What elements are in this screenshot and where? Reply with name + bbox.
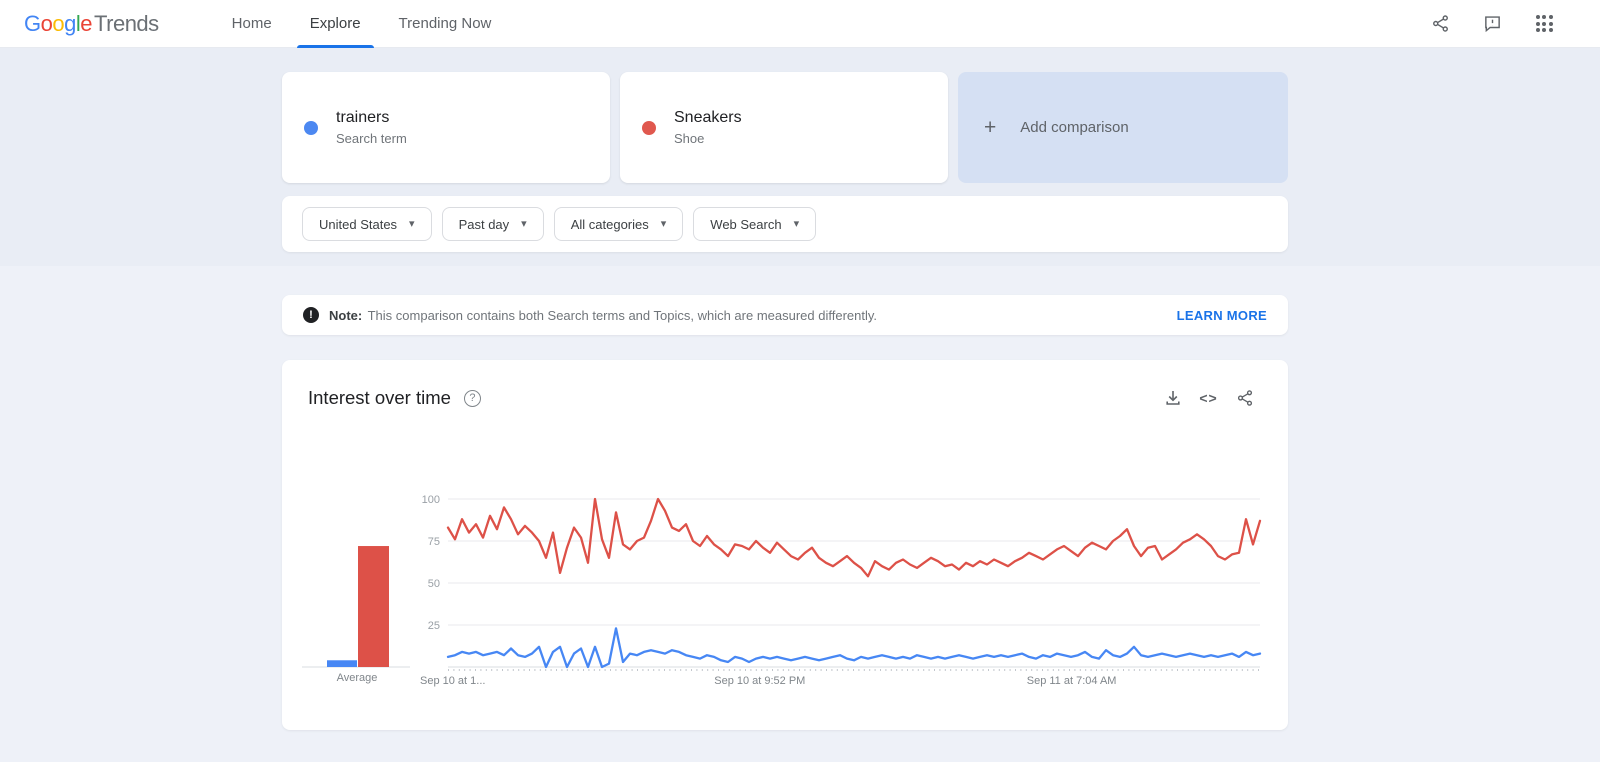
geo-filter-value: United States	[319, 216, 398, 232]
logo-letter: l	[75, 10, 81, 36]
term-type: Shoe	[674, 131, 705, 146]
geo-filter-dropdown[interactable]: United States ▾	[302, 207, 432, 241]
comparison-cards-row: trainers Search term Sneakers Shoe + Add…	[282, 72, 1288, 183]
time-filter-value: Past day	[458, 216, 510, 232]
note-prefix: Note:	[329, 307, 363, 323]
svg-text:Sep 11 at 7:04 AM: Sep 11 at 7:04 AM	[1027, 675, 1117, 687]
download-icon[interactable]	[1163, 388, 1182, 407]
comparison-section: trainers Search term Sneakers Shoe + Add…	[0, 48, 1600, 266]
google-apps-icon[interactable]	[1534, 14, 1554, 34]
chart-actions: <>	[1163, 388, 1254, 407]
nav-trending-now[interactable]: Trending Now	[398, 15, 492, 32]
logo-trends-text: Trends	[94, 10, 159, 36]
nav-explore[interactable]: Explore	[296, 0, 374, 48]
interest-over-time-card: Interest over time ? <>	[282, 360, 1288, 730]
term-card-sneakers[interactable]: Sneakers Shoe	[620, 72, 948, 183]
time-filter-dropdown[interactable]: Past day ▾	[441, 207, 544, 241]
share-chart-icon[interactable]	[1235, 388, 1254, 407]
logo-letter: o	[40, 10, 53, 36]
help-icon[interactable]: ?	[463, 389, 481, 407]
property-filter-dropdown[interactable]: Web Search ▾	[693, 207, 817, 241]
svg-text:75: 75	[428, 536, 440, 548]
logo-letter: o	[52, 10, 65, 36]
average-bar-Sneakers	[358, 546, 389, 667]
exclamation-circle-icon: !	[303, 307, 319, 323]
category-filter-value: All categories	[570, 216, 649, 232]
plus-icon: +	[984, 115, 997, 139]
trend-line-trainers	[446, 627, 1262, 669]
logo-letter: g	[64, 10, 76, 36]
apps-grid-dots	[1535, 15, 1553, 32]
term-type: Search term	[336, 131, 407, 146]
main-nav: Home Explore Trending Now	[213, 0, 511, 48]
filters-bar: United States ▾ Past day ▾ All categorie…	[282, 196, 1288, 252]
note-text: Note: This comparison contains both Sear…	[329, 308, 877, 323]
embed-icon[interactable]: <>	[1199, 388, 1218, 407]
nav-home[interactable]: Home	[231, 15, 272, 32]
logo-letter: G	[24, 10, 41, 36]
note-banner: ! Note: This comparison contains both Se…	[282, 295, 1288, 335]
embed-glyph: <>	[1199, 389, 1218, 406]
average-bar-trainers	[327, 660, 357, 667]
svg-text:50: 50	[428, 578, 440, 590]
term-name: trainers	[336, 109, 390, 126]
chevron-down-icon: ▾	[660, 217, 667, 230]
svg-text:100: 100	[422, 494, 440, 506]
share-icon[interactable]	[1430, 14, 1450, 34]
term-texts: Sneakers Shoe	[674, 109, 742, 146]
svg-text:Sep 10 at 9:52 PM: Sep 10 at 9:52 PM	[714, 675, 805, 687]
svg-text:25: 25	[428, 620, 440, 632]
learn-more-link[interactable]: LEARN MORE	[1176, 307, 1267, 323]
feedback-icon[interactable]	[1482, 14, 1502, 34]
term-color-dot	[642, 120, 656, 135]
term-name: Sneakers	[674, 109, 742, 126]
term-card-trainers[interactable]: trainers Search term	[282, 72, 610, 183]
results-section: ! Note: This comparison contains both Se…	[0, 266, 1600, 762]
add-comparison-button[interactable]: + Add comparison	[958, 72, 1288, 183]
chevron-down-icon: ▾	[409, 217, 415, 230]
average-axis-label: Average	[336, 672, 378, 684]
svg-text:Sep 10 at 1...: Sep 10 at 1...	[420, 675, 485, 687]
trend-line-Sneakers	[446, 497, 1262, 578]
term-color-dot	[304, 120, 318, 135]
chevron-down-icon: ▾	[521, 217, 527, 230]
chart-header: Interest over time ?	[308, 387, 481, 409]
add-comparison-label: Add comparison	[1020, 119, 1129, 136]
logo-letter: e	[80, 10, 93, 36]
interest-over-time-chart[interactable]: 100 75 50 25 Sep 10 at 1... Sep 10 at 9:52 PM…	[282, 360, 1288, 730]
note-body: This comparison contains both Search ter…	[367, 307, 878, 323]
property-filter-value: Web Search	[710, 216, 782, 232]
chart-title: Interest over time	[308, 387, 451, 408]
header-icons	[1430, 14, 1554, 34]
category-filter-dropdown[interactable]: All categories ▾	[553, 207, 684, 241]
term-texts: trainers Search term	[336, 109, 407, 146]
chevron-down-icon: ▾	[793, 217, 800, 230]
